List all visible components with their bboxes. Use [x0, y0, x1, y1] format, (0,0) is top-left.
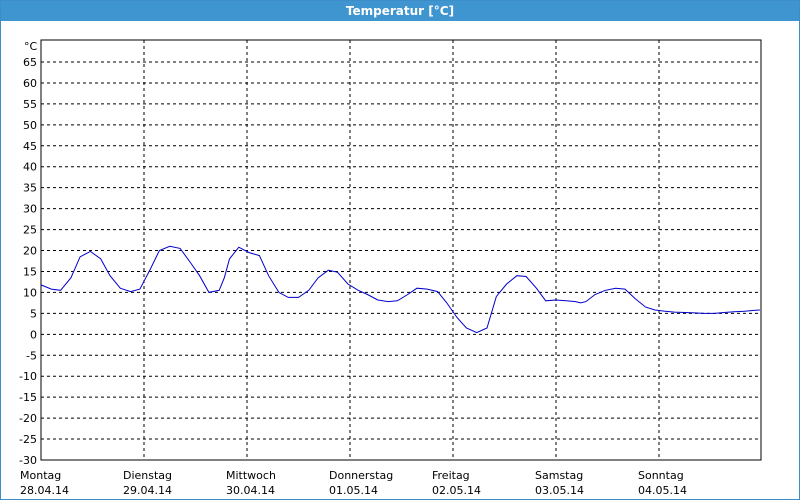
x-tick-date-label: 29.04.14: [123, 484, 172, 497]
y-tick-label: 0: [30, 328, 37, 341]
x-tick-date-label: 04.05.14: [638, 484, 687, 497]
x-tick-day-label: Sonntag: [638, 469, 684, 482]
y-tick-label: 20: [23, 245, 37, 258]
y-tick-label: 45: [23, 140, 37, 153]
y-tick-label: 50: [23, 119, 37, 132]
y-tick-label: 15: [23, 265, 37, 278]
y-tick-label: -15: [19, 391, 37, 404]
y-tick-label: -30: [19, 454, 37, 467]
y-tick-label: -10: [19, 370, 37, 383]
y-tick-label: 25: [23, 224, 37, 237]
y-tick-label: 5: [30, 307, 37, 320]
x-tick-day-label: Montag: [20, 469, 61, 482]
y-tick-label: -25: [19, 433, 37, 446]
x-tick-labels: Montag 28.04.14 Dienstag 29.04.14 Mittwoch 30…: [20, 469, 687, 497]
chart-title: Temperatur [°C]: [1, 1, 799, 21]
y-tick-label: 40: [23, 161, 37, 174]
grid-lines: [41, 40, 761, 460]
y-tick-label: 10: [23, 286, 37, 299]
x-tick-date-label: 30.04.14: [226, 484, 275, 497]
x-tick-day-label: Mittwoch: [226, 469, 276, 482]
temperature-line: [40, 245, 760, 334]
y-tick-label: -20: [19, 412, 37, 425]
y-unit-label: °C: [24, 40, 38, 53]
plot-area: [40, 39, 762, 461]
x-tick-date-label: 28.04.14: [20, 484, 69, 497]
x-tick-day-label: Dienstag: [123, 469, 172, 482]
y-tick-label: -5: [26, 349, 37, 362]
y-tick-label: 65: [23, 56, 37, 69]
x-tick-date-label: 01.05.14: [329, 484, 378, 497]
y-tick-label: 60: [23, 77, 37, 90]
x-tick-day-label: Donnerstag: [329, 469, 393, 482]
y-tick-label: 30: [23, 203, 37, 216]
y-tick-labels: 65605550454035302520151050-5-10-15-20-25…: [19, 56, 37, 467]
x-tick-date-label: 02.05.14: [432, 484, 481, 497]
y-tick-label: 55: [23, 98, 37, 111]
x-tick-date-label: 03.05.14: [535, 484, 584, 497]
x-tick-day-label: Samstag: [535, 469, 583, 482]
x-tick-day-label: Freitag: [432, 469, 470, 482]
y-tick-label: 35: [23, 182, 37, 195]
